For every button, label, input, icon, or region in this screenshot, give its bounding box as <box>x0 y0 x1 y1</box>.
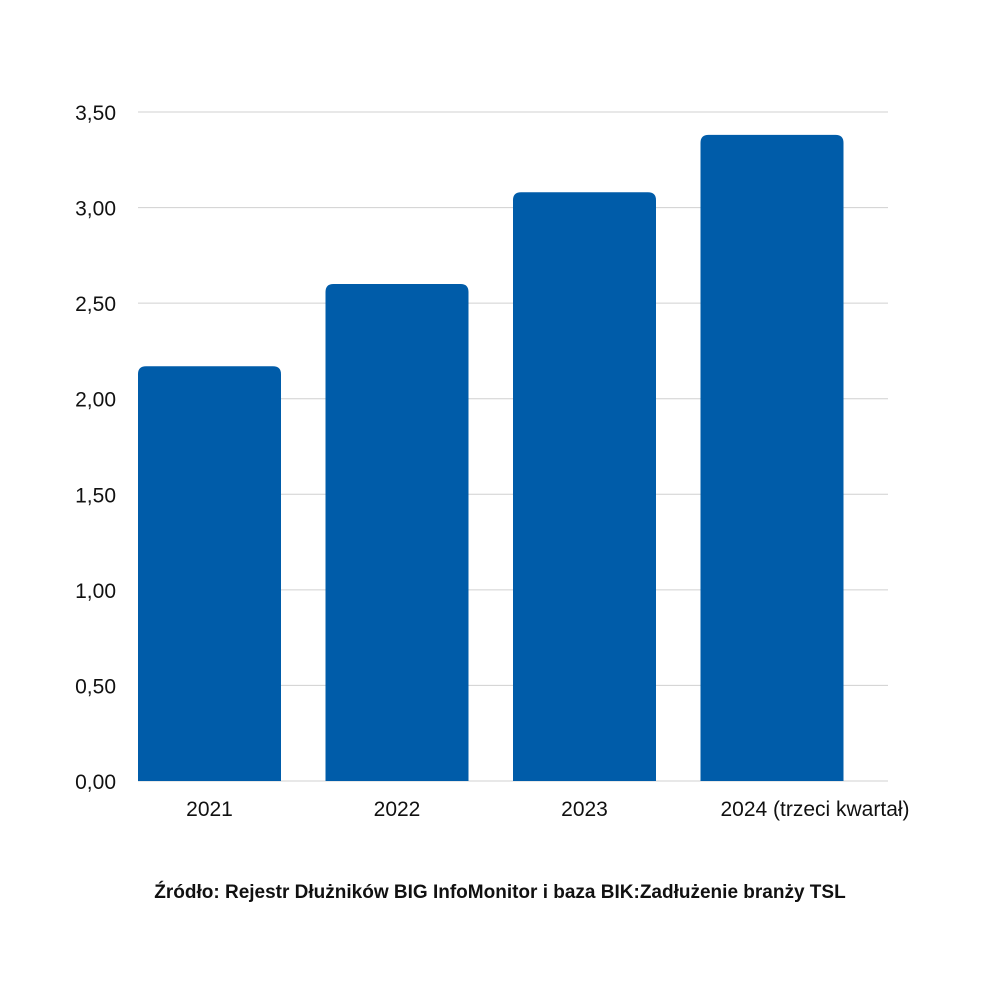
y-tick-label: 1,00 <box>75 580 116 603</box>
y-tick-label: 2,50 <box>75 293 116 316</box>
bar-2024 <box>700 134 844 782</box>
y-tick-label: 0,50 <box>75 675 116 698</box>
bar-2023 <box>513 192 656 781</box>
y-tick-label: 3,00 <box>75 198 116 221</box>
x-tick-label: 2024 (trzeci kwartał) <box>720 798 909 821</box>
x-tick-label: 2021 <box>186 798 233 821</box>
bar-2022 <box>325 284 469 781</box>
x-tick-label: 2022 <box>374 798 421 821</box>
y-tick-label: 0,00 <box>75 771 116 794</box>
x-tick-label: 2023 <box>561 798 608 821</box>
y-tick-label: 1,50 <box>75 484 116 507</box>
source-note: Źródło: Rejestr Dłużników BIG InfoMonito… <box>154 882 846 903</box>
y-tick-label: 3,50 <box>75 102 116 125</box>
bar-2021 <box>138 366 281 781</box>
y-tick-label: 2,00 <box>75 389 116 412</box>
